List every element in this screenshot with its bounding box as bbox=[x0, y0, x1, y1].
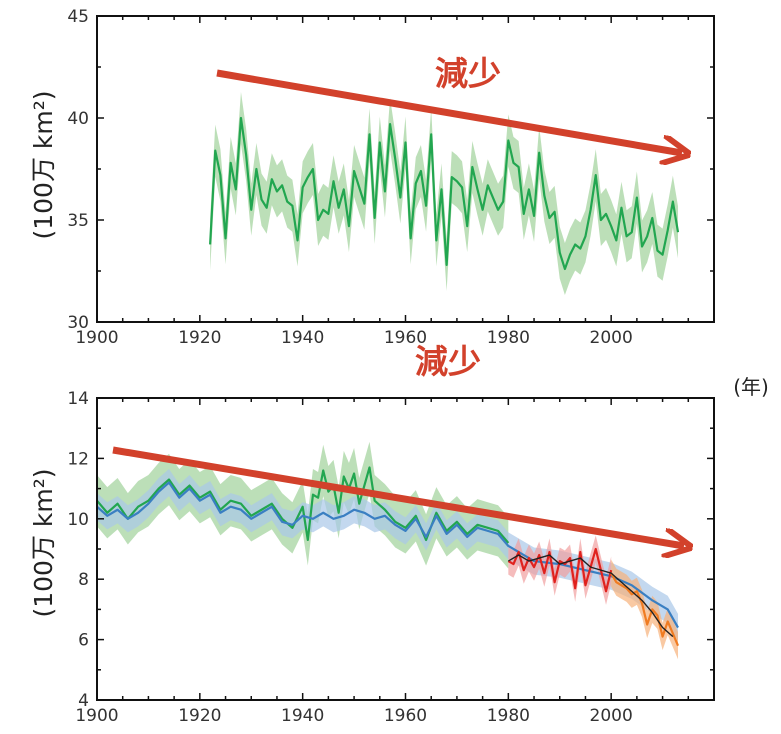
series-line-blue-2 bbox=[96, 481, 679, 629]
series-line-green-1 bbox=[209, 116, 680, 271]
x-tick-label: 1980 bbox=[487, 706, 530, 726]
chart-panel-1: 1900 1920 1940 1960 1980 2000 30 35 40 45 (100万 km… bbox=[29, 7, 715, 348]
y-tick-label: 35 bbox=[67, 211, 89, 231]
series-line-black-2 bbox=[507, 554, 674, 638]
trend-arrow-2 bbox=[112, 446, 684, 546]
x-tick-label: 1920 bbox=[178, 706, 221, 726]
band-red-2 bbox=[508, 535, 612, 605]
y-axis-label: (100万 km²) bbox=[29, 90, 58, 239]
series-line-red-2 bbox=[507, 547, 613, 593]
y-tick-label: 14 bbox=[67, 389, 89, 409]
y-tick-label: 30 bbox=[67, 313, 89, 333]
x-tick-label: 1940 bbox=[281, 328, 324, 348]
decrease-annotation: 減少 bbox=[435, 54, 501, 93]
x-tick-label: 1980 bbox=[487, 328, 530, 348]
plot-frame-1 bbox=[96, 15, 715, 323]
trend-arrow-1 bbox=[216, 69, 682, 153]
x-unit-label: (年) bbox=[733, 375, 769, 399]
y-tick-label: 8 bbox=[78, 570, 89, 590]
y-tick-label: 6 bbox=[78, 631, 89, 651]
decrease-annotation: 減少 bbox=[415, 342, 481, 381]
y-tick-label: 12 bbox=[67, 449, 89, 469]
x-tick-label: 2000 bbox=[590, 706, 633, 726]
x-tick-label: 1900 bbox=[75, 706, 118, 726]
x-tick-label: 2000 bbox=[590, 328, 633, 348]
y-tick-label: 4 bbox=[78, 691, 89, 711]
x-tick-label: 1960 bbox=[384, 706, 427, 726]
band-green-1 bbox=[210, 91, 679, 295]
x-tick-label: 1960 bbox=[384, 328, 427, 348]
chart-panel-2: 1900 1920 1940 1960 1980 2000 4 6 8 10 12 14 (100万 k… bbox=[29, 342, 715, 726]
y-tick-label: 45 bbox=[67, 7, 89, 27]
y-tick-label: 10 bbox=[67, 510, 89, 530]
y-tick-label: 40 bbox=[67, 109, 89, 129]
x-tick-label: 1920 bbox=[178, 328, 221, 348]
x-tick-label: 1940 bbox=[281, 706, 324, 726]
y-axis-label: (100万 km²) bbox=[29, 468, 58, 617]
series-line-orange-2 bbox=[610, 572, 680, 647]
x-tick-label: 1900 bbox=[75, 328, 118, 348]
